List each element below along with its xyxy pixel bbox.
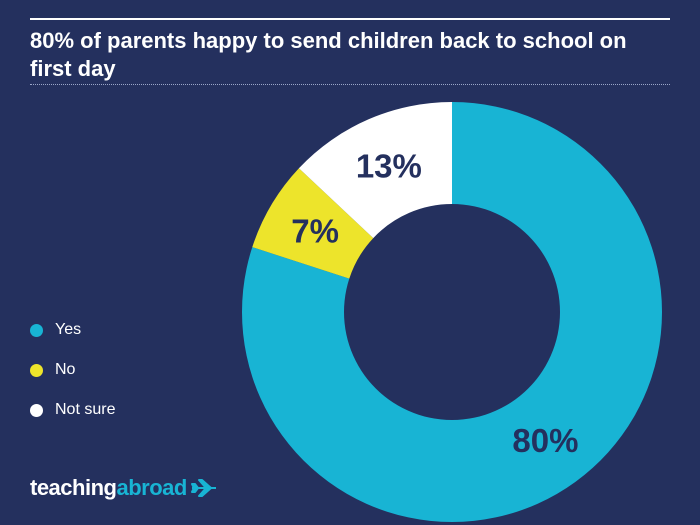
slice-label-yes: 80% [512,422,578,459]
legend-swatch-not-sure [30,403,43,417]
donut-slice-not-sure [298,102,452,239]
title-divider [30,84,670,85]
brand-logo: teaching abroad [30,475,218,501]
legend: Yes No Not sure [30,318,115,438]
title-top-rule [30,18,670,20]
legend-item-not-sure: Not sure [30,398,115,422]
brand-name-part2: abroad [116,475,187,500]
slice-label-not-sure: 13% [356,148,422,185]
legend-item-yes: Yes [30,318,115,342]
donut-slice-no [252,168,374,279]
donut-slices [242,102,662,522]
donut-labels: 80% 7% 13% [291,148,578,460]
legend-swatch-no [30,363,43,377]
donut-slice-yes [242,102,662,522]
slice-label-no: 7% [291,213,339,250]
legend-swatch-yes [30,323,43,337]
airplane-icon [190,479,216,497]
legend-item-no: No [30,358,115,382]
brand-name-part1: teaching [30,475,117,500]
legend-label-no: No [55,361,76,378]
legend-label-yes: Yes [55,321,82,338]
legend-label-not-sure: Not sure [55,401,116,418]
chart-title: 80% of parents happy to send children ba… [30,28,627,81]
